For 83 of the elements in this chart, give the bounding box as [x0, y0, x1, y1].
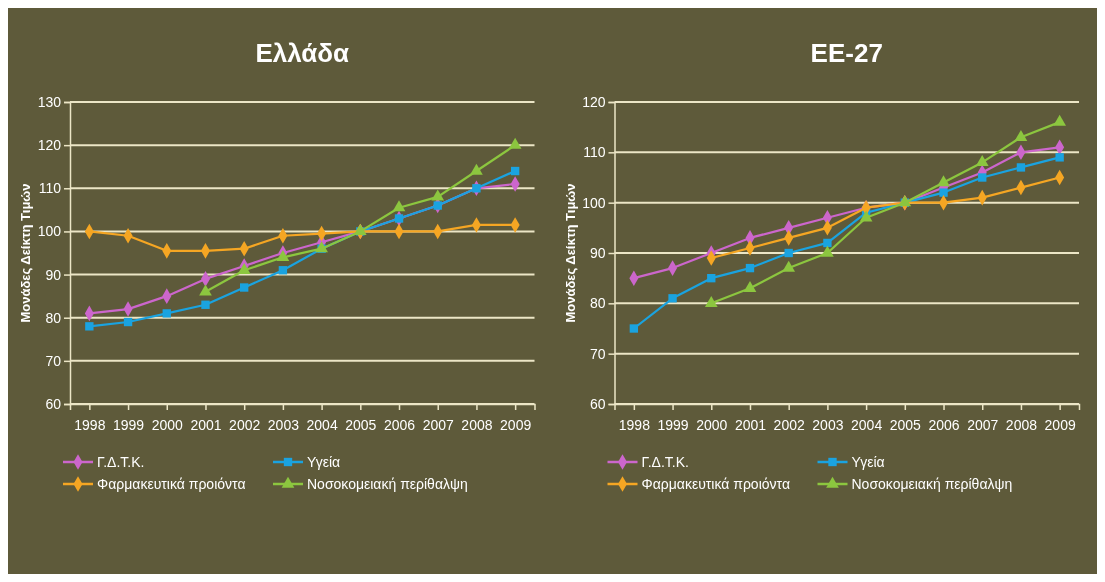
point: [1014, 129, 1028, 141]
point: [782, 260, 796, 272]
point: [859, 210, 873, 222]
y-tick-label: 120: [37, 137, 62, 154]
point: [508, 137, 522, 149]
point: [937, 175, 950, 187]
point: [823, 238, 832, 248]
point: [85, 322, 94, 331]
legend-label: Γ.Δ.Τ.Κ.: [97, 454, 145, 470]
legend-label: Νοσοκομειακή περίθαλψη: [307, 476, 468, 492]
y-tick-label: 80: [45, 309, 62, 326]
x-tick-label: 2005: [889, 416, 922, 433]
y-tick-label: 120: [582, 93, 606, 110]
y-tick-label: 100: [37, 223, 62, 240]
x-tick-label: 1999: [112, 416, 145, 433]
y-tick-label: 60: [45, 395, 62, 412]
y-axis-title: Μονάδες Δείκτη Τιμών: [562, 183, 578, 323]
point: [1053, 114, 1066, 126]
legend-label: Φαρμακευτικά προιόντα: [641, 476, 790, 492]
legend-label: Γ.Δ.Τ.Κ.: [641, 454, 689, 470]
y-tick-label: 70: [45, 352, 62, 369]
y-tick-label: 100: [582, 194, 606, 211]
point: [743, 280, 757, 292]
point: [939, 188, 948, 197]
x-tick-label: 2008: [461, 416, 493, 433]
point: [162, 309, 171, 318]
y-tick-label: 90: [589, 244, 606, 261]
point: [978, 173, 987, 182]
x-tick-label: 2002: [773, 416, 805, 433]
legend-label: Φαρμακευτικά προιόντα: [97, 476, 246, 492]
point: [472, 184, 481, 193]
x-tick-label: 2003: [267, 416, 300, 433]
x-tick-label: 2001: [190, 416, 222, 433]
point: [510, 166, 520, 176]
point: [394, 214, 404, 223]
x-tick-label: 2003: [812, 416, 844, 433]
x-tick-label: 2000: [696, 416, 728, 433]
x-tick-label: 2009: [500, 416, 532, 433]
x-tick-label: 2007: [422, 416, 455, 433]
x-tick-label: 1999: [657, 416, 689, 433]
y-tick-label: 130: [37, 93, 62, 110]
point: [470, 163, 483, 175]
point: [392, 200, 406, 212]
x-tick-label: 2004: [851, 416, 883, 433]
point: [668, 294, 677, 303]
x-tick-label: 2006: [928, 416, 960, 433]
y-tick-label: 110: [583, 144, 606, 161]
y-tick-label: 90: [45, 266, 62, 283]
x-tick-label: 2004: [306, 416, 338, 433]
x-tick-label: 2009: [1044, 416, 1076, 433]
point: [975, 155, 989, 167]
point: [1016, 163, 1026, 172]
point: [1055, 153, 1064, 162]
x-tick-label: 1998: [618, 416, 651, 433]
y-tick-label: 70: [589, 345, 606, 362]
point: [629, 324, 639, 333]
legend-label: Υγεία: [851, 454, 885, 470]
x-tick-label: 2007: [967, 416, 999, 433]
legend-label: Νοσοκομειακή περίθαλψη: [851, 476, 1013, 492]
point: [278, 266, 288, 275]
point: [199, 284, 212, 296]
point: [784, 248, 793, 258]
point: [821, 245, 834, 257]
point: [431, 189, 445, 201]
point: [707, 273, 716, 283]
point: [745, 263, 755, 273]
y-tick-label: 60: [589, 395, 606, 412]
y-tick-label: 80: [589, 295, 606, 312]
point: [240, 283, 249, 292]
chart-title: ΕΕ-27: [810, 38, 883, 68]
x-tick-label: 2006: [383, 416, 416, 433]
x-tick-label: 2000: [151, 416, 184, 433]
chart-title: Ελλάδα: [255, 38, 350, 68]
point: [201, 300, 210, 309]
x-tick-label: 1998: [74, 416, 106, 433]
point: [123, 317, 133, 327]
x-tick-label: 2008: [1005, 416, 1038, 433]
legend-label: Υγεία: [307, 454, 341, 470]
x-tick-label: 2005: [345, 416, 377, 433]
x-tick-label: 2001: [734, 416, 767, 433]
y-tick-label: 110: [38, 180, 62, 197]
y-axis-title: Μονάδες Δείκτη Τιμών: [18, 183, 33, 323]
x-tick-label: 2002: [229, 416, 261, 433]
